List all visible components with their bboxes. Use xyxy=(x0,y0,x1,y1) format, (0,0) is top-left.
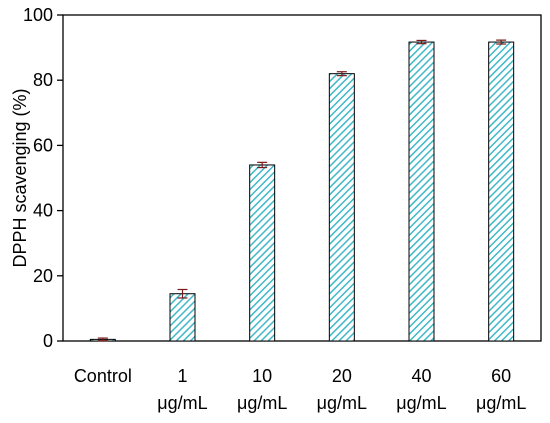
x-tick-label-unit: μg/mL xyxy=(157,393,207,413)
x-tick-label: 1 xyxy=(177,366,187,386)
x-tick-label: 60 xyxy=(491,366,511,386)
bar-2 xyxy=(249,164,276,342)
bar-3 xyxy=(328,73,355,342)
y-axis-ticks: 0 20 40 60 80 100 xyxy=(23,5,63,351)
x-tick-label: 20 xyxy=(332,366,352,386)
bar-4 xyxy=(408,41,435,342)
y-tick-label: 60 xyxy=(33,135,53,155)
x-axis-labels: Control 1 μg/mL 10 μg/mL 20 μg/mL 40 μg/mL 60 μg/m… xyxy=(74,366,527,413)
plot-frame xyxy=(62,14,542,342)
x-tick-label-unit: μg/mL xyxy=(476,393,526,413)
x-tick-label: 10 xyxy=(252,366,272,386)
x-tick-label-unit: μg/mL xyxy=(396,393,446,413)
y-axis-label: DPPH scavenging (%) xyxy=(10,88,30,267)
y-tick-label: 0 xyxy=(43,331,53,351)
y-tick-label: 80 xyxy=(33,70,53,90)
bar-1 xyxy=(169,293,196,342)
error-bars xyxy=(97,39,507,342)
bar-5 xyxy=(488,41,515,342)
x-tick-label-unit: μg/mL xyxy=(237,393,287,413)
x-tick-label: 40 xyxy=(411,366,431,386)
x-tick-label-unit: μg/mL xyxy=(317,393,367,413)
bars xyxy=(89,41,515,342)
axes xyxy=(62,14,542,342)
y-tick-label: 40 xyxy=(33,201,53,221)
y-tick-label: 20 xyxy=(33,266,53,286)
x-tick-label: Control xyxy=(74,366,132,386)
y-tick-label: 100 xyxy=(23,5,53,25)
